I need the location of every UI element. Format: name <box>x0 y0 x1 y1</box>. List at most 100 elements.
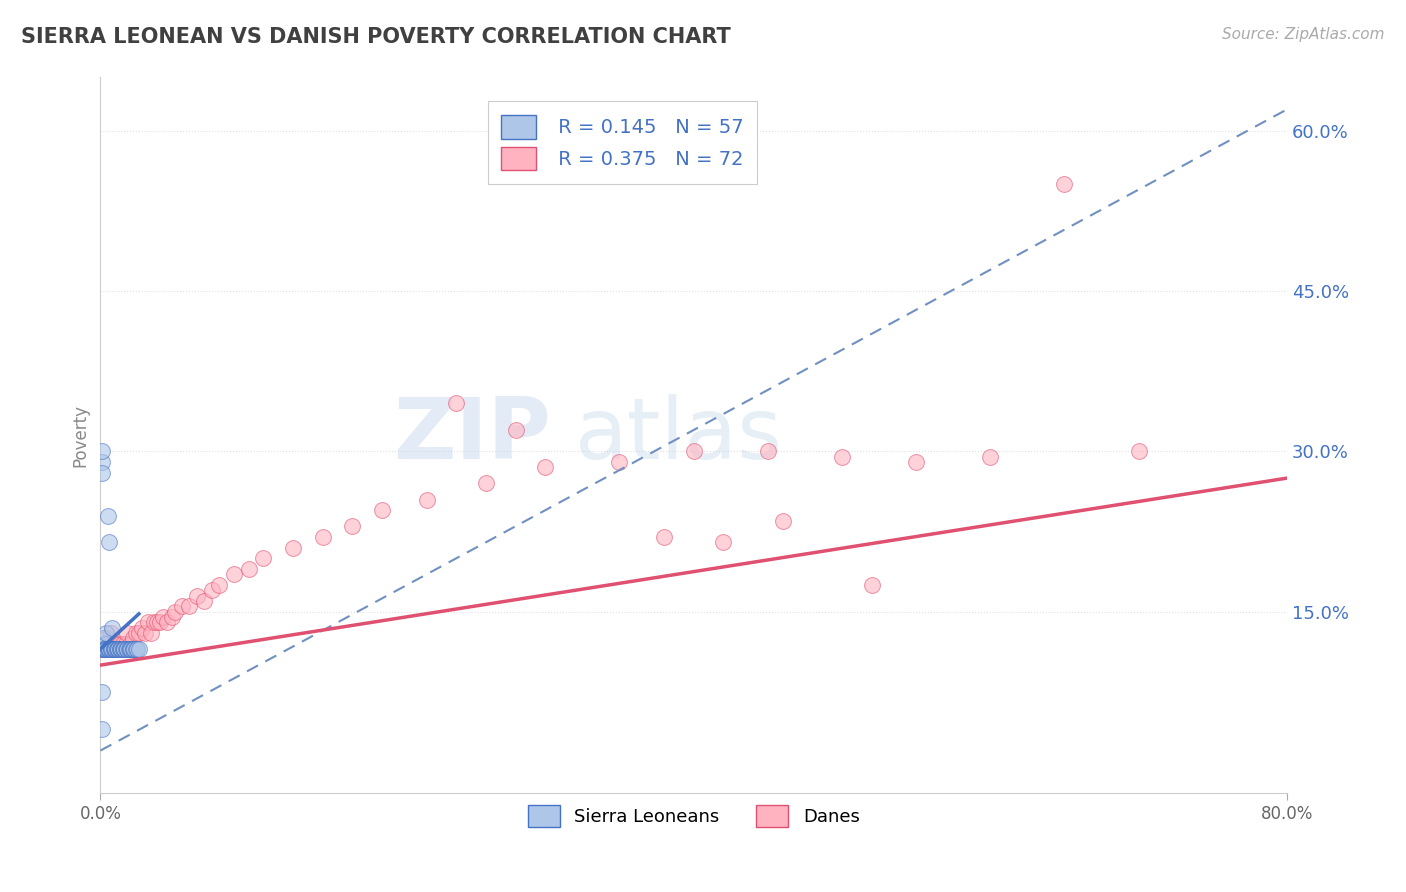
Point <box>98 642 121 657</box>
Point <box>905 455 928 469</box>
Point <box>609 455 631 469</box>
Point <box>94 642 117 657</box>
Point <box>111 637 134 651</box>
Point <box>96 642 118 657</box>
Point <box>127 642 149 657</box>
Point <box>104 642 127 657</box>
Point <box>122 642 145 657</box>
Point <box>149 615 172 630</box>
Point <box>91 642 114 657</box>
Point <box>91 642 114 657</box>
Text: atlas: atlas <box>575 394 783 477</box>
Point <box>125 642 148 657</box>
Point <box>682 444 704 458</box>
Point <box>101 642 124 657</box>
Point <box>108 642 131 657</box>
Point <box>170 599 193 614</box>
Point <box>711 535 734 549</box>
Point <box>115 642 138 657</box>
Point <box>104 637 127 651</box>
Point <box>118 642 141 657</box>
Point <box>103 642 125 657</box>
Point <box>94 637 117 651</box>
Point <box>111 642 134 657</box>
Point <box>121 642 143 657</box>
Point <box>101 621 124 635</box>
Point <box>100 626 122 640</box>
Point <box>446 396 468 410</box>
Point <box>105 642 128 657</box>
Point <box>104 642 127 657</box>
Point <box>112 642 135 657</box>
Point <box>115 626 138 640</box>
Point <box>108 642 131 657</box>
Point <box>131 621 153 635</box>
Point <box>91 642 114 657</box>
Point <box>179 599 201 614</box>
Point <box>756 444 779 458</box>
Point <box>98 642 121 657</box>
Point <box>103 637 125 651</box>
Point <box>186 589 208 603</box>
Point <box>103 642 125 657</box>
Point <box>114 637 136 651</box>
Point <box>163 605 186 619</box>
Text: SIERRA LEONEAN VS DANISH POVERTY CORRELATION CHART: SIERRA LEONEAN VS DANISH POVERTY CORRELA… <box>21 27 731 46</box>
Point <box>96 642 118 657</box>
Point <box>831 450 853 464</box>
Point <box>112 642 135 657</box>
Point <box>860 578 883 592</box>
Point <box>115 642 138 657</box>
Point <box>105 642 128 657</box>
Point <box>97 642 120 657</box>
Point <box>128 626 150 640</box>
Point <box>134 626 156 640</box>
Point <box>238 562 260 576</box>
Point <box>208 578 231 592</box>
Point <box>104 642 127 657</box>
Point <box>118 637 141 651</box>
Point <box>96 632 118 646</box>
Point <box>200 583 222 598</box>
Point <box>652 530 675 544</box>
Point <box>342 519 364 533</box>
Point <box>98 642 121 657</box>
Point <box>125 626 148 640</box>
Point <box>103 642 125 657</box>
Point <box>97 637 120 651</box>
Point <box>100 642 122 657</box>
Point <box>475 476 498 491</box>
Point <box>122 632 145 646</box>
Point <box>96 626 118 640</box>
Point <box>94 642 117 657</box>
Point <box>110 642 132 657</box>
Point <box>415 492 437 507</box>
Point <box>101 642 124 657</box>
Point <box>117 642 139 657</box>
Point <box>283 541 305 555</box>
Point <box>371 503 394 517</box>
Point <box>145 615 167 630</box>
Point <box>91 632 114 646</box>
Point <box>90 685 112 699</box>
Point <box>94 642 117 657</box>
Point <box>1128 444 1150 458</box>
Point <box>104 642 127 657</box>
Point <box>100 642 122 657</box>
Point <box>222 567 245 582</box>
Point <box>108 637 131 651</box>
Point <box>90 723 112 737</box>
Point <box>94 637 117 651</box>
Point <box>193 594 215 608</box>
Point <box>90 455 112 469</box>
Legend: Sierra Leoneans, Danes: Sierra Leoneans, Danes <box>520 798 868 834</box>
Point <box>136 615 159 630</box>
Point <box>97 508 120 523</box>
Point <box>122 642 145 657</box>
Point <box>139 626 162 640</box>
Point <box>98 535 121 549</box>
Point <box>252 551 274 566</box>
Point <box>142 615 165 630</box>
Point <box>1053 178 1076 192</box>
Point <box>97 642 120 657</box>
